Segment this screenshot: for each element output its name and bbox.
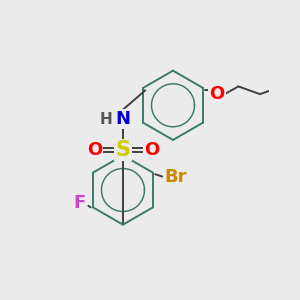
Text: O: O [144, 141, 159, 159]
Text: Br: Br [165, 167, 187, 185]
Text: S: S [116, 140, 130, 160]
Text: H: H [100, 112, 112, 127]
Text: F: F [73, 194, 85, 212]
Text: O: O [87, 141, 102, 159]
Text: O: O [209, 85, 224, 103]
Text: N: N [116, 110, 130, 128]
